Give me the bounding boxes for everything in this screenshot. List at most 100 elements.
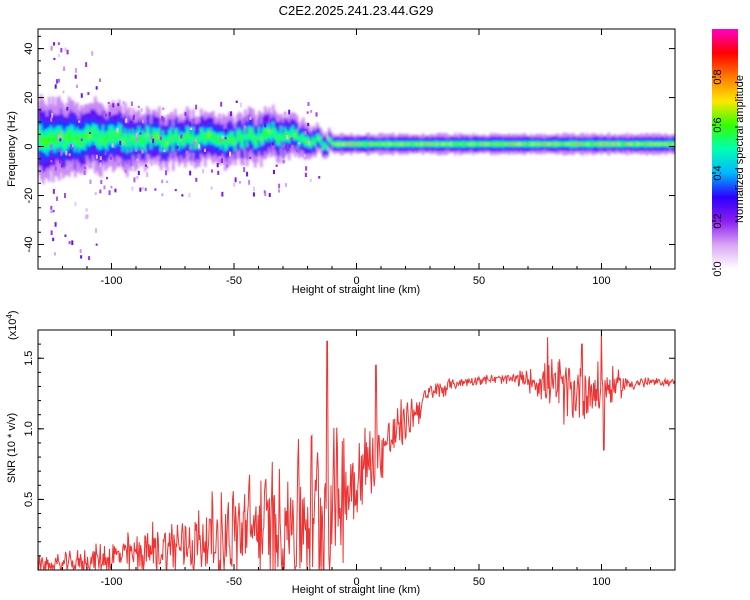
spectrogram-cell (506, 143, 509, 145)
spectrogram-noise-cell (197, 159, 200, 163)
spectrogram-cell (390, 143, 393, 145)
spectrogram-noise-cell (84, 214, 87, 220)
snr-scale-suffix: ) (7, 310, 19, 314)
spectrogram-cell (38, 135, 41, 141)
spectrogram-noise-cell (162, 107, 165, 110)
spectrogram-cell (394, 143, 397, 145)
spectrogram-cell (474, 143, 477, 145)
spectrogram-cell (164, 141, 167, 146)
spectrogram-cell (218, 137, 221, 141)
spectrogram-noise-cell (162, 117, 165, 122)
spectrogram-cell (502, 143, 505, 145)
spectrogram-cell (216, 138, 219, 142)
spectrogram-x-tick-label: -50 (226, 275, 242, 287)
spectrogram-noise-cell (161, 115, 164, 121)
spectrogram-y-tick-label: 0 (23, 143, 35, 149)
spectrogram-cell (532, 143, 535, 145)
spectrogram-cell (182, 139, 185, 143)
spectrogram-cell (380, 143, 383, 145)
spectrogram-noise-cell (139, 132, 142, 135)
spectrogram-cell (186, 132, 189, 137)
spectrogram-noise-cell (159, 136, 162, 141)
spectrogram-cell (612, 143, 615, 145)
spectrogram-noise-cell (141, 186, 144, 190)
colorbar-tick-label: 0.2 (712, 213, 724, 228)
spectrogram-noise-cell (124, 169, 127, 173)
spectrogram-noise-cell (64, 193, 67, 199)
spectrogram-noise-cell (50, 205, 53, 210)
spectrogram-x-tick-label: 100 (592, 275, 610, 287)
spectrogram-cell (154, 135, 157, 139)
spectrogram-cell (138, 134, 141, 139)
spectrogram-cell (68, 134, 71, 140)
spectrogram-cell (542, 143, 545, 145)
spectrogram-cell (116, 132, 119, 137)
spectrogram-noise-cell (291, 145, 294, 148)
spectrogram-cell (616, 143, 619, 145)
spectrogram-cell (170, 134, 173, 138)
spectrogram-cell (596, 143, 599, 145)
spectrogram-cell (422, 143, 425, 145)
spectrogram-cell (662, 143, 665, 145)
spectrogram-cell (202, 134, 205, 138)
spectrogram-cell (432, 143, 435, 145)
spectrogram-cell (578, 143, 581, 145)
spectrogram-cell (520, 143, 523, 145)
spectrogram-noise-cell (220, 158, 223, 163)
spectrogram-noise-cell (57, 78, 60, 83)
spectrogram-noise-cell (60, 130, 63, 134)
spectrogram-noise-cell (272, 169, 275, 175)
spectrogram-y-axis-label: Frequency (Hz) (6, 111, 18, 187)
spectrogram-noise-cell (290, 137, 293, 141)
spectrogram-noise-cell (57, 134, 60, 140)
spectrogram-cell (76, 135, 79, 140)
spectrogram-y-tick-label: 40 (23, 42, 35, 54)
spectrogram-cell (50, 135, 53, 140)
spectrogram-cell (460, 143, 463, 145)
spectrogram-noise-cell (286, 135, 289, 140)
spectrogram-x-tick-label: -100 (100, 275, 122, 287)
spectrogram-noise-cell (252, 186, 255, 192)
spectrogram-noise-cell (117, 163, 120, 166)
spectrogram-cell (276, 136, 279, 140)
spectrogram-noise-cell (307, 122, 310, 127)
spectrogram-cell (622, 143, 625, 145)
spectrogram-cell (604, 143, 607, 145)
spectrogram-noise-cell (57, 54, 60, 58)
spectrogram-cell (322, 145, 325, 148)
spectrogram-noise-cell (211, 169, 214, 173)
spectrogram-cell (508, 143, 511, 145)
spectrogram-cell (368, 143, 371, 145)
spectrogram-noise-cell (57, 42, 60, 45)
spectrogram-cell (522, 143, 525, 145)
spectrogram-cell (56, 135, 59, 140)
spectrogram-cell (346, 143, 349, 145)
spectrogram-panel: -100 -50 0 50 100 -40 -20 0 20 40 Height of stra… (6, 28, 676, 296)
spectrogram-cell (44, 138, 47, 144)
spectrogram-noise-cell (122, 101, 125, 105)
spectrogram-noise-cell (66, 106, 69, 111)
spectrogram-noise-cell (263, 190, 266, 194)
spectrogram-cell (228, 137, 231, 141)
spectrogram-cell (78, 139, 81, 144)
spectrogram-cell (224, 141, 227, 146)
spectrogram-cell (96, 134, 99, 139)
spectrogram-cell (560, 143, 563, 145)
spectrogram-cell (132, 135, 135, 140)
spectrogram-cell (640, 143, 643, 145)
spectrogram-cell (296, 133, 299, 137)
spectrogram-cell (54, 138, 57, 143)
spectrogram-noise-cell (285, 113, 288, 117)
spectrogram-noise-cell (65, 150, 68, 156)
spectrogram-cell (168, 136, 171, 140)
spectrogram-cell (428, 143, 431, 145)
spectrogram-cell (656, 143, 659, 145)
snr-scale-exponent: 4 (5, 314, 14, 319)
spectrogram-noise-cell (307, 140, 310, 145)
spectrogram-noise-cell (104, 150, 107, 156)
spectrogram-cell (284, 132, 287, 136)
spectrogram-cell (158, 134, 161, 138)
spectrogram-cell (298, 140, 301, 143)
spectrogram-noise-cell (165, 170, 168, 176)
spectrogram-cell (598, 143, 601, 145)
